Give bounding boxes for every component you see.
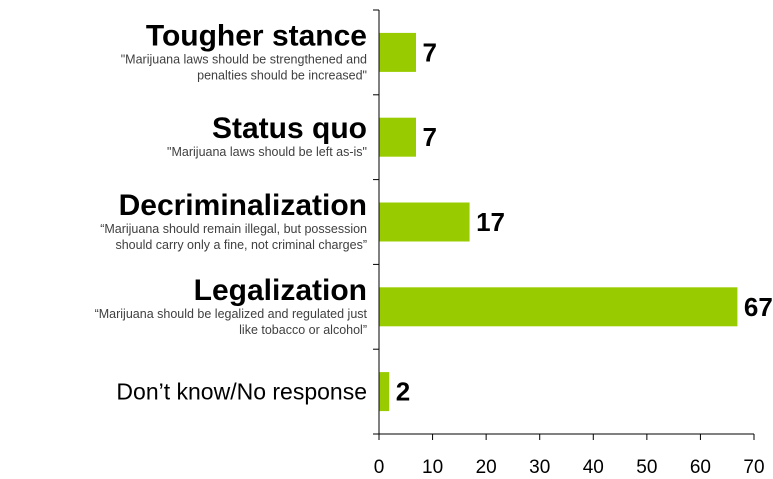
category-title: Legalization xyxy=(194,274,367,307)
bar xyxy=(378,201,471,243)
category-subtitle-line: like tobacco or alcohol” xyxy=(239,323,367,337)
category-subtitle-line: “Marijuana should be legalized and regul… xyxy=(95,307,368,321)
category-subtitle-line: should carry only a fine, not criminal c… xyxy=(115,238,367,252)
category-title: Don’t know/No response xyxy=(116,379,367,405)
category-title: Decriminalization xyxy=(119,189,367,222)
category-subtitle-line: "Marijuana laws should be strengthened a… xyxy=(121,52,367,66)
bars-group xyxy=(378,31,739,413)
x-tick-label: 20 xyxy=(476,457,497,478)
x-tick-label: 60 xyxy=(690,457,711,478)
category-labels-group: Tougher stance"Marijuana laws should be … xyxy=(95,19,368,404)
data-label: 17 xyxy=(476,207,505,237)
category-subtitle-line: "Marijuana laws should be left as-is" xyxy=(167,145,367,159)
data-label: 2 xyxy=(396,377,410,407)
axes-group xyxy=(378,10,754,435)
category-title: Status quo xyxy=(212,112,367,145)
category-subtitle-line: “Marijuana should remain illegal, but po… xyxy=(100,222,367,236)
bar xyxy=(378,31,417,73)
bar xyxy=(378,371,391,413)
bar xyxy=(378,286,739,328)
category-title: Tougher stance xyxy=(146,19,367,52)
data-label: 7 xyxy=(423,122,437,152)
category-subtitle-line: penalties should be increased" xyxy=(197,68,367,82)
data-label: 67 xyxy=(744,292,773,322)
x-tick-label: 30 xyxy=(529,457,550,478)
x-tick-label: 10 xyxy=(422,457,443,478)
bar xyxy=(378,116,417,158)
x-ticks-group: 0 10 20 30 40 50 60 70 xyxy=(373,9,765,478)
x-tick-label: 70 xyxy=(743,457,764,478)
x-tick-label: 40 xyxy=(583,457,604,478)
value-labels-group: 7 7 17 67 2 xyxy=(396,37,773,406)
data-label: 7 xyxy=(423,37,437,67)
x-tick-label: 0 xyxy=(374,457,385,478)
x-tick-label: 50 xyxy=(636,457,657,478)
